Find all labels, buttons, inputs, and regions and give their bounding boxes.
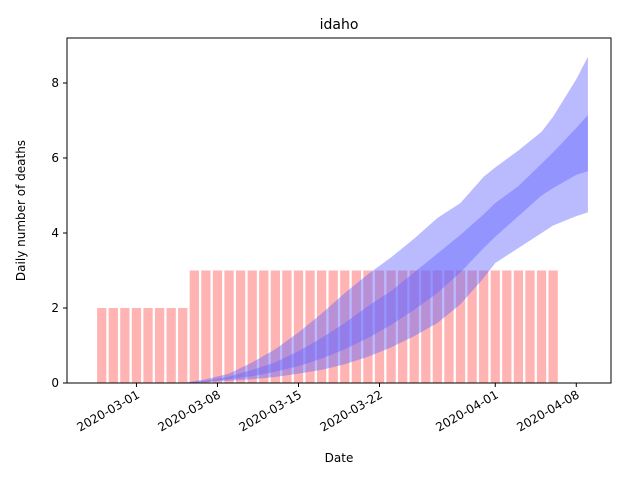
bar [525, 270, 535, 383]
inner-interval-band [113, 114, 588, 384]
y-tick-label: 4 [51, 226, 59, 240]
bar [97, 308, 107, 383]
forecast-bands [113, 56, 588, 384]
bar [386, 270, 396, 383]
bar [270, 270, 280, 383]
bar [120, 308, 130, 383]
bar [328, 270, 338, 383]
x-tick-label: 2020-03-01 [75, 387, 142, 434]
bar [293, 270, 304, 383]
bar [513, 270, 524, 383]
y-axis-label: Daily number of deaths [14, 140, 28, 281]
bar [432, 270, 443, 383]
bar [235, 270, 246, 383]
x-tick-label: 2020-03-15 [237, 387, 304, 434]
bar [479, 270, 489, 383]
x-tick-label: 2020-03-08 [156, 387, 223, 434]
x-tick-label: 2020-04-08 [514, 387, 581, 434]
bar [374, 270, 385, 383]
x-tick-label: 2020-03-22 [318, 387, 385, 434]
outer-interval-band [113, 56, 588, 384]
bar [224, 270, 234, 383]
bar [317, 270, 327, 383]
plot-frame [66, 37, 612, 384]
bar [189, 270, 199, 383]
bar [282, 270, 292, 383]
bar [131, 308, 142, 383]
bar [536, 270, 547, 383]
bar [247, 270, 257, 383]
bar [455, 270, 466, 383]
bar [490, 270, 500, 383]
bar [154, 308, 165, 383]
bar [467, 270, 477, 383]
bar [409, 270, 419, 383]
y-tick-label: 2 [51, 301, 59, 315]
chart-title: idaho [320, 17, 359, 33]
x-tick-label: 2020-04-01 [433, 387, 500, 434]
y-tick-label: 0 [51, 376, 59, 390]
x-axis-label: Date [325, 451, 354, 465]
bar [166, 308, 176, 383]
bar [363, 270, 373, 383]
bar [178, 308, 188, 383]
y-tick-label: 6 [51, 151, 59, 165]
bar [201, 270, 211, 383]
bar [398, 270, 408, 383]
bar [351, 270, 361, 383]
death-bars [97, 270, 558, 383]
bar [502, 270, 512, 383]
bar [305, 270, 315, 383]
bar [548, 270, 558, 383]
y-tick-label: 8 [51, 76, 59, 90]
bar [143, 308, 153, 383]
bar [421, 270, 431, 383]
bar [444, 270, 454, 383]
bar [259, 270, 269, 383]
bar [340, 270, 350, 383]
bar [212, 270, 223, 383]
bar [108, 308, 118, 383]
